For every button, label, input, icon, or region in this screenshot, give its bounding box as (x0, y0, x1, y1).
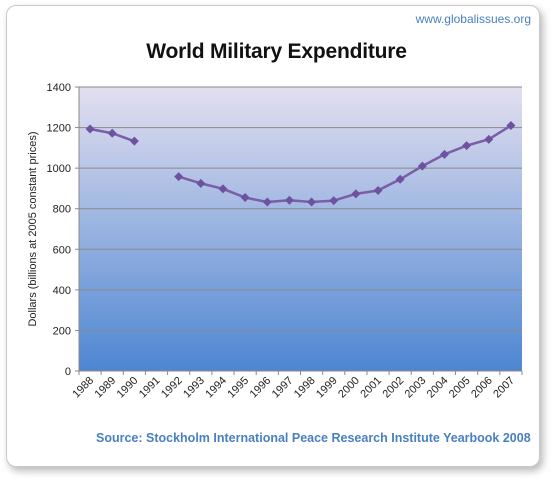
data-point (107, 128, 117, 138)
y-tick-label: 1000 (47, 163, 71, 175)
data-point (395, 174, 405, 184)
series-line-segment (178, 124, 512, 204)
data-point (351, 189, 361, 199)
y-axis-ticks: 0 200 400 600 800 1000 1200 1400 (47, 82, 80, 378)
data-point (329, 196, 339, 206)
x-tick-label: 1992 (159, 375, 185, 401)
series-markers (85, 121, 516, 207)
x-tick-label: 1989 (93, 375, 119, 401)
x-axis-ticks: 1988198919901991199219931994199519961997… (70, 371, 523, 401)
y-tick-label: 200 (53, 325, 71, 337)
data-point (484, 134, 494, 144)
data-point (506, 121, 516, 131)
x-tick-label: 2006 (469, 375, 495, 401)
x-tick-label: 1995 (225, 375, 251, 401)
site-url[interactable]: www.globalissues.org (415, 12, 531, 26)
y-tick-label: 1400 (47, 82, 71, 94)
data-point (218, 184, 228, 194)
x-tick-label: 2003 (403, 375, 429, 401)
x-tick-label: 1993 (181, 375, 207, 401)
plot-area (79, 87, 522, 371)
x-tick-label: 1996 (248, 375, 274, 401)
x-tick-label: 1999 (314, 375, 340, 401)
data-point (240, 193, 250, 203)
y-tick-label: 400 (53, 285, 71, 297)
data-point (284, 195, 294, 205)
data-point (307, 197, 317, 207)
data-point (439, 149, 449, 159)
x-tick-label: 1991 (137, 375, 163, 401)
x-tick-label: 1994 (203, 375, 229, 401)
data-point (196, 178, 206, 188)
y-tick-label: 800 (53, 204, 71, 216)
chart-title: World Military Expenditure (146, 40, 407, 63)
y-tick-label: 1200 (47, 123, 71, 135)
x-tick-label: 2002 (380, 375, 406, 401)
x-tick-label: 2000 (336, 375, 362, 401)
y-axis-label: Dollars (billions at 2005 constant price… (27, 131, 39, 326)
y-tick-label: 600 (53, 244, 71, 256)
x-tick-label: 1990 (115, 375, 141, 401)
x-tick-label: 1988 (70, 375, 96, 401)
data-point (462, 141, 472, 151)
data-point (417, 161, 427, 171)
x-tick-label: 1998 (292, 375, 318, 401)
x-tick-label: 2007 (491, 375, 517, 401)
gridlines (79, 86, 522, 372)
data-point (373, 185, 383, 195)
x-tick-label: 2004 (425, 375, 451, 401)
x-tick-label: 1997 (270, 375, 296, 401)
source-note: Source: Stockholm International Peace Re… (96, 431, 531, 445)
data-point (129, 136, 139, 146)
data-point (85, 124, 95, 134)
data-point (262, 197, 272, 207)
data-point (174, 172, 184, 182)
x-tick-label: 2001 (358, 375, 384, 401)
y-tick-label: 0 (65, 366, 71, 378)
x-tick-label: 2005 (447, 375, 473, 401)
